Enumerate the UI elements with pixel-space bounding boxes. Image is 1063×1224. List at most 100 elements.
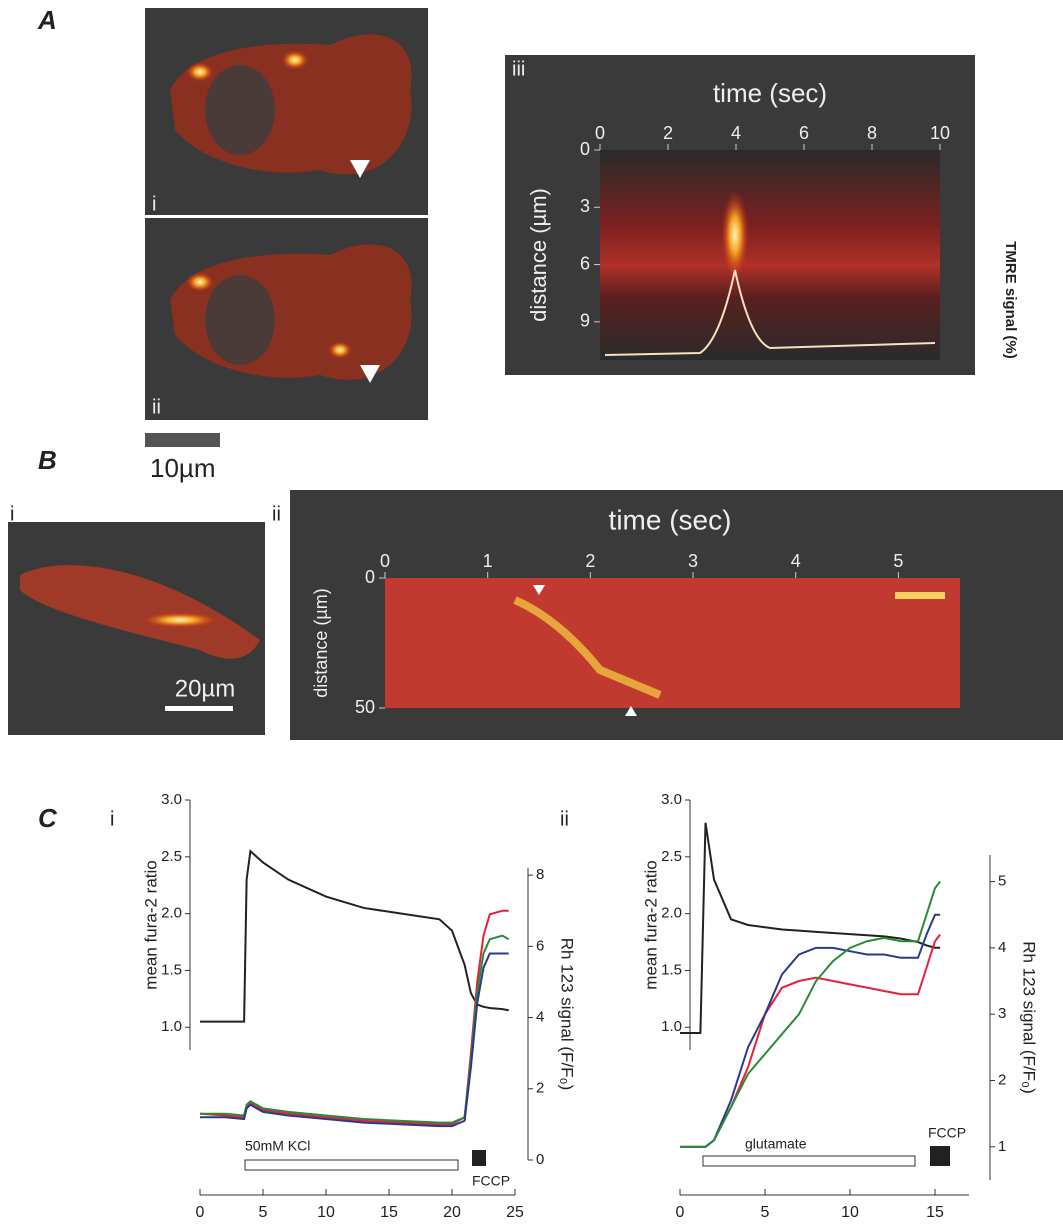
axis-title: TMRE signal (%): [1002, 241, 1019, 359]
x-tick-label: 20: [443, 1204, 461, 1221]
y-axis-title: mean fura-2 ratio: [641, 860, 660, 989]
x-tick-label: 8: [867, 123, 877, 143]
y-tick-label: 6: [580, 253, 590, 273]
y-tick-label: 1.0: [661, 1018, 682, 1035]
annotation: FCCP: [928, 1125, 966, 1141]
trace: [200, 849, 509, 1023]
y2-tick-label: 2: [998, 1071, 1006, 1088]
cell-shape: [20, 565, 260, 659]
kymograph-spot: [895, 592, 945, 599]
nucleus: [205, 275, 275, 365]
image-label: iii: [512, 58, 525, 80]
x-tick-label: 10: [317, 1204, 335, 1221]
annotation: FCCP: [472, 1173, 510, 1189]
x-tick-label: 5: [761, 1204, 770, 1221]
scale-label: 10µm: [150, 453, 216, 483]
y2-tick-label: 3: [998, 1005, 1006, 1022]
trace: [200, 934, 510, 1124]
y-tick-label: 3: [580, 196, 590, 216]
x-tick-label: 10: [930, 123, 950, 143]
y2-tick-label: 2: [536, 1080, 544, 1097]
y-tick-label: 1.5: [161, 961, 182, 978]
image-label: ii: [152, 396, 161, 418]
axis-title: distance (µm): [311, 588, 331, 697]
trace: [200, 952, 509, 1128]
axis-title: time (sec): [609, 504, 732, 535]
y-tick-label: 50: [355, 697, 375, 717]
y-tick-label: 1.0: [161, 1018, 182, 1035]
arrowhead: [360, 365, 380, 383]
y-tick-label: 3.0: [161, 791, 182, 808]
arrowhead: [533, 585, 545, 595]
nucleus: [205, 65, 275, 155]
x-tick-label: 15: [926, 1204, 944, 1221]
y-axis-title: mean fura-2 ratio: [141, 860, 160, 989]
chart-label: i: [110, 808, 114, 830]
y2-tick-label: 1: [998, 1138, 1006, 1155]
y-tick-label: 0: [365, 567, 375, 587]
tmre-trace: [604, 269, 936, 356]
arrowhead: [625, 706, 637, 716]
image-label: i: [10, 503, 14, 525]
stimulus-bar: [244, 1159, 459, 1171]
scale-label: 20µm: [175, 675, 236, 702]
panel-label: A: [37, 5, 57, 35]
chart-label: ii: [560, 808, 569, 830]
trace: [680, 822, 941, 1034]
y2-axis-title: Rh 123 signal (F/F₀): [558, 938, 577, 1091]
y2-axis-title: Rh 123 signal (F/F₀): [1020, 941, 1039, 1094]
y-tick-label: 2.0: [161, 905, 182, 922]
mito-spot: [186, 272, 214, 292]
y-tick-label: 2.5: [161, 848, 182, 865]
image-label: ii: [272, 503, 281, 525]
annotation: glutamate: [745, 1136, 807, 1152]
mito-spot: [328, 341, 352, 359]
x-tick-label: 5: [893, 551, 903, 571]
mito-spot: [186, 62, 214, 82]
y2-tick-label: 0: [536, 1151, 544, 1168]
mito-spot: [140, 612, 220, 628]
x-tick-label: 5: [259, 1204, 268, 1221]
y2-tick-label: 8: [536, 866, 544, 883]
x-tick-label: 25: [506, 1204, 524, 1221]
x-tick-label: 0: [196, 1204, 205, 1221]
y2-tick-label: 4: [536, 1009, 544, 1026]
x-tick-label: 15: [380, 1204, 398, 1221]
axis-title: distance (µm): [526, 188, 551, 322]
trace: [680, 933, 941, 1148]
y2-tick-label: 6: [536, 937, 544, 954]
x-tick-label: 4: [791, 551, 801, 571]
fccp-bar: [930, 1146, 950, 1166]
kymograph-image: [600, 150, 940, 360]
mito-spot: [281, 50, 309, 70]
x-tick-label: 1: [483, 551, 493, 571]
stimulus-bar: [702, 1155, 916, 1167]
annotation: 50mM KCl: [245, 1138, 310, 1154]
y2-tick-label: 5: [998, 872, 1006, 889]
y-tick-label: 0: [580, 139, 590, 159]
x-tick-label: 10: [841, 1204, 859, 1221]
x-tick-label: 0: [380, 551, 390, 571]
trace: [680, 880, 941, 1148]
y-tick-label: 2.0: [661, 905, 682, 922]
arrowhead: [350, 160, 370, 178]
scale-bar: [145, 433, 220, 447]
wave-trace: [513, 596, 662, 699]
kymograph-image: [385, 578, 960, 708]
trace: [680, 913, 941, 1148]
kymograph-spot: [721, 190, 749, 280]
y-tick-label: 1.5: [661, 961, 682, 978]
scale-bar: [165, 706, 233, 711]
y-tick-label: 9: [580, 311, 590, 331]
x-tick-label: 4: [731, 123, 741, 143]
x-tick-label: 3: [688, 551, 698, 571]
axis-title: time (sec): [713, 78, 827, 108]
y2-tick-label: 4: [998, 939, 1006, 956]
y-tick-label: 2.5: [661, 848, 682, 865]
image-label: i: [152, 193, 156, 215]
x-tick-label: 2: [585, 551, 595, 571]
x-tick-label: 0: [676, 1204, 685, 1221]
x-tick-label: 0: [595, 123, 605, 143]
fccp-bar: [472, 1150, 486, 1166]
x-tick-label: 6: [799, 123, 809, 143]
